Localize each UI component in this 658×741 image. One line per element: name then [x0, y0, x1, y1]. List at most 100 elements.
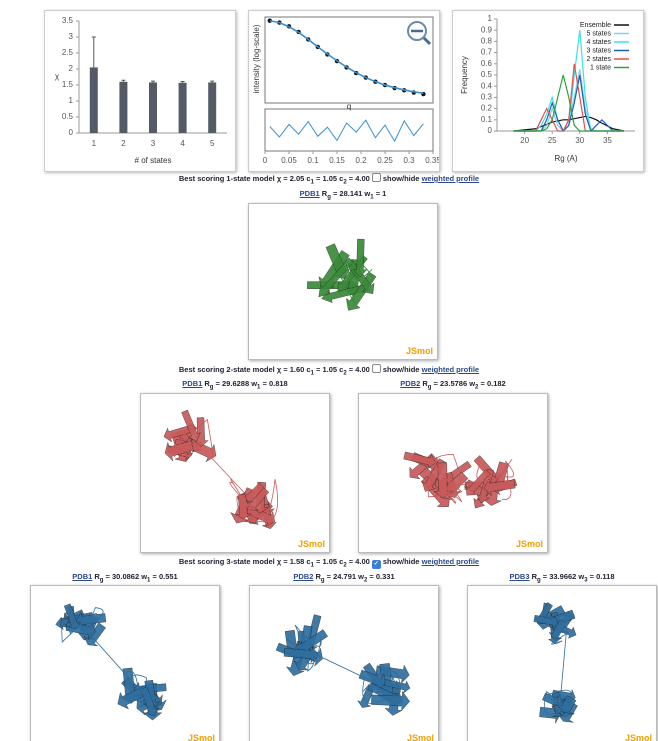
text: = 0.551 — [150, 572, 177, 581]
pdb-link[interactable]: PDB1 — [300, 189, 320, 198]
text: = 29.6288 w — [213, 379, 257, 388]
y-tick-label: 0.3 — [481, 93, 493, 102]
text: = 0.182 — [478, 379, 505, 388]
pdb-link[interactable]: PDB3 — [509, 572, 529, 581]
molecule — [250, 586, 438, 741]
x-tick-label: 1 — [92, 139, 97, 148]
text: = 23.5786 w — [431, 379, 475, 388]
x-tick-label: 5 — [210, 139, 215, 148]
pdb-info: PDB2 Rg = 24.791 w2 = 0.331 — [244, 572, 444, 584]
text: R — [92, 572, 100, 581]
molecule-viewer[interactable]: JSmol — [30, 585, 220, 741]
molecule-viewer[interactable]: JSmol — [249, 585, 439, 741]
page: 00.511.522.533.512345# of statesχ00.050.… — [0, 0, 658, 741]
x-tick-label: 0.35 — [425, 156, 439, 165]
text: R — [313, 572, 321, 581]
molecule-viewer[interactable]: JSmol — [140, 393, 330, 553]
pdb-info: PDB1 Rg = 30.0862 w1 = 0.551 — [25, 572, 225, 584]
zoom-icon — [424, 38, 430, 44]
bar — [90, 67, 98, 133]
x-tick-label: 3 — [151, 139, 156, 148]
x-tick-label: 25 — [548, 136, 557, 145]
text: = 0.331 — [367, 572, 394, 581]
x-tick-label: 35 — [603, 136, 612, 145]
y-tick-label: 0.4 — [481, 81, 493, 90]
text: = 30.0862 w — [103, 572, 147, 581]
text: Best scoring 3-state model χ = 1.58 c — [179, 557, 311, 566]
y-tick-label: 1.5 — [62, 80, 74, 89]
checkbox[interactable] — [372, 364, 381, 373]
model-title: Best scoring 3-state model χ = 1.58 c1 =… — [0, 557, 658, 569]
pdb-info: PDB1 Rg = 28.141 w1 = 1 — [243, 189, 443, 201]
toggle-label: show/hide — [383, 557, 420, 566]
text: = 33.9662 w — [541, 572, 585, 581]
error-bar — [210, 81, 214, 82]
text: = 1.05 c — [314, 557, 343, 566]
checkbox[interactable] — [372, 173, 381, 182]
jsmol-label: JSmol — [625, 733, 652, 741]
pdb-link[interactable]: PDB1 — [72, 572, 92, 581]
pdb-info: PDB3 Rg = 33.9662 w3 = 0.118 — [462, 572, 658, 584]
molecule — [249, 204, 437, 359]
x-tick-label: 30 — [575, 136, 584, 145]
weighted-profile-link[interactable]: weighted profile — [422, 365, 480, 374]
y-tick-label: 0.5 — [62, 112, 74, 121]
y-tick-label: 0.9 — [481, 25, 493, 34]
x-axis-label: q — [347, 102, 351, 111]
weighted-profile-link[interactable]: weighted profile — [422, 174, 480, 183]
jsmol-label: JSmol — [298, 539, 325, 549]
y-tick-label: 2 — [69, 64, 74, 73]
jsmol-label: JSmol — [406, 346, 433, 356]
text: = 4.00 — [347, 365, 370, 374]
y-axis-label: Frequency — [460, 56, 469, 94]
x-tick-label: 0 — [263, 156, 268, 165]
x-tick-label: 2 — [121, 139, 126, 148]
y-tick-label: 2.5 — [62, 48, 74, 57]
molecule-viewer[interactable]: JSmol — [467, 585, 657, 741]
chart-panel: 00.511.522.533.512345# of statesχ — [44, 10, 236, 172]
legend-label: 5 states — [586, 30, 611, 37]
text: = 0.818 — [260, 379, 287, 388]
y-axis-label: intensity (log-scale) — [252, 24, 261, 93]
pdb-link[interactable]: PDB1 — [182, 379, 202, 388]
legend-label: 2 states — [586, 56, 611, 63]
molecule-viewer[interactable]: JSmol — [248, 203, 438, 360]
text: = 24.791 w — [325, 572, 364, 581]
y-tick-label: 1 — [488, 14, 493, 23]
text: Best scoring 1-state model χ = 2.05 c — [179, 174, 311, 183]
molecule-viewer[interactable]: JSmol — [358, 393, 548, 553]
text: = 4.00 — [347, 174, 370, 183]
residual-line — [270, 120, 424, 141]
y-axis-label: χ — [55, 72, 60, 81]
pdb-info: PDB1 Rg = 29.6288 w1 = 0.818 — [135, 379, 335, 391]
x-tick-label: 4 — [180, 139, 185, 148]
text: = 28.141 w — [331, 189, 370, 198]
y-tick-label: 0.2 — [481, 104, 493, 113]
x-tick-label: 0.15 — [329, 156, 345, 165]
checkbox[interactable]: ✓ — [372, 560, 381, 569]
text: Best scoring 2-state model χ = 1.60 c — [179, 365, 311, 374]
pdb-info: PDB2 Rg = 23.5786 w2 = 0.182 — [353, 379, 553, 391]
model-title: Best scoring 2-state model χ = 1.60 c1 =… — [0, 364, 658, 377]
jsmol-label: JSmol — [188, 733, 215, 741]
legend-label: 3 states — [586, 47, 611, 54]
pdb-link[interactable]: PDB2 — [293, 572, 313, 581]
y-tick-label: 3.5 — [62, 16, 74, 25]
legend-label: 1 state — [590, 64, 611, 71]
error-bar — [92, 37, 96, 67]
x-axis-label: Rg (A) — [554, 154, 577, 163]
y-tick-label: 0.5 — [481, 70, 493, 79]
text: = 4.00 — [347, 557, 370, 566]
pdb-link[interactable]: PDB2 — [400, 379, 420, 388]
y-tick-label: 0.7 — [481, 48, 493, 57]
weighted-profile-link[interactable]: weighted profile — [422, 557, 480, 566]
text: = 1 — [374, 189, 387, 198]
x-axis-label: # of states — [135, 156, 172, 165]
text: = 1.05 c — [314, 174, 343, 183]
molecule — [468, 586, 656, 741]
error-bar — [151, 81, 155, 82]
legend-label: 4 states — [586, 39, 611, 46]
toggle-label: show/hide — [383, 365, 420, 374]
